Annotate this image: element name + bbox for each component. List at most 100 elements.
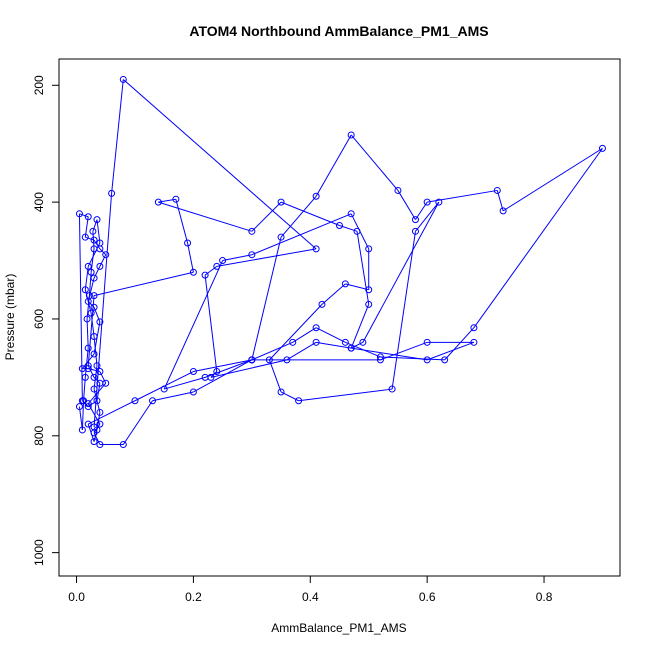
data-point [96,245,104,253]
y-tick-label: 200 [32,75,46,95]
series-segment [93,266,101,279]
data-point [119,75,127,83]
data-point [87,309,95,317]
data-point [312,192,320,200]
y-axis-label: Pressure (mbar) [3,274,17,361]
data-point [201,271,209,279]
data-point [93,362,101,370]
series-segment [268,359,282,393]
data-point [283,356,291,364]
data-point [90,385,98,393]
y-tick-label: 1000 [32,539,46,566]
series-segment [204,265,218,276]
data-point [213,262,221,270]
data-point [411,227,419,235]
series-segment [87,277,95,302]
plot-frame [58,58,621,577]
series-segment [99,248,107,256]
x-tick-label: 0.0 [68,590,85,604]
series-segment [87,295,95,366]
series-segment [84,266,89,290]
data-point [154,198,162,206]
data-point [388,385,396,393]
data-point [341,280,349,288]
data-point [470,324,478,332]
data-point [376,353,384,361]
series-segment [93,271,194,297]
data-point [149,397,156,405]
y-tick-label: 600 [32,309,46,329]
series-segment [315,327,346,343]
data-point [189,388,197,396]
data-point [96,408,104,416]
data-point [248,251,256,259]
data-point [411,216,419,224]
data-point [312,324,320,332]
data-point [365,286,373,294]
series-segment [152,391,194,402]
data-point [108,189,116,197]
data-point [90,274,98,282]
data-point [207,373,215,381]
data-point [353,227,361,235]
series-segment [351,347,428,361]
data-point [277,388,285,396]
series-segment [397,190,416,220]
data-point [75,210,83,218]
data-point [90,350,98,358]
data-point [248,227,256,235]
series-segment [269,304,323,361]
series-segment [280,201,340,226]
data-point [365,245,373,253]
series-segment [90,313,95,337]
data-point [75,403,83,411]
series-segment [210,371,218,378]
series-segment [415,201,440,232]
data-point [83,315,91,323]
data-point [376,356,384,364]
data-point [265,356,273,364]
data-point [598,144,606,152]
data-point [84,213,92,221]
series-segment [222,254,252,262]
data-layer [75,75,606,449]
series-segment [350,304,370,349]
series-segment [93,365,98,390]
series-segment [292,327,317,343]
series-segment [90,248,95,273]
x-tick-label: 0.4 [302,590,319,604]
data-point [81,233,89,241]
series-segment [316,341,352,349]
data-point [102,251,110,259]
data-point [81,373,89,381]
data-point [84,344,92,352]
data-point [499,207,507,215]
data-point [84,362,92,370]
series-segment [87,400,136,425]
series-segment [380,341,428,361]
series-segment [81,400,85,430]
data-point [213,368,221,376]
data-point [78,365,86,373]
series-segment [111,79,124,194]
series-segment [93,432,101,445]
data-point [90,438,98,446]
data-point [81,286,89,294]
data-point [423,356,431,364]
series-segment [356,231,370,305]
series-segment [380,356,445,361]
data-point [423,338,431,346]
data-point [84,400,92,408]
data-point [84,420,92,428]
series-segment [391,231,416,390]
series-segment [444,327,475,361]
series-segment [298,388,393,402]
data-point [84,403,92,411]
data-point [318,300,326,308]
data-point [90,423,98,431]
data-point [312,338,320,346]
series-segment [122,400,153,445]
data-point [248,356,256,364]
data-point [78,426,86,434]
data-point [87,268,95,276]
